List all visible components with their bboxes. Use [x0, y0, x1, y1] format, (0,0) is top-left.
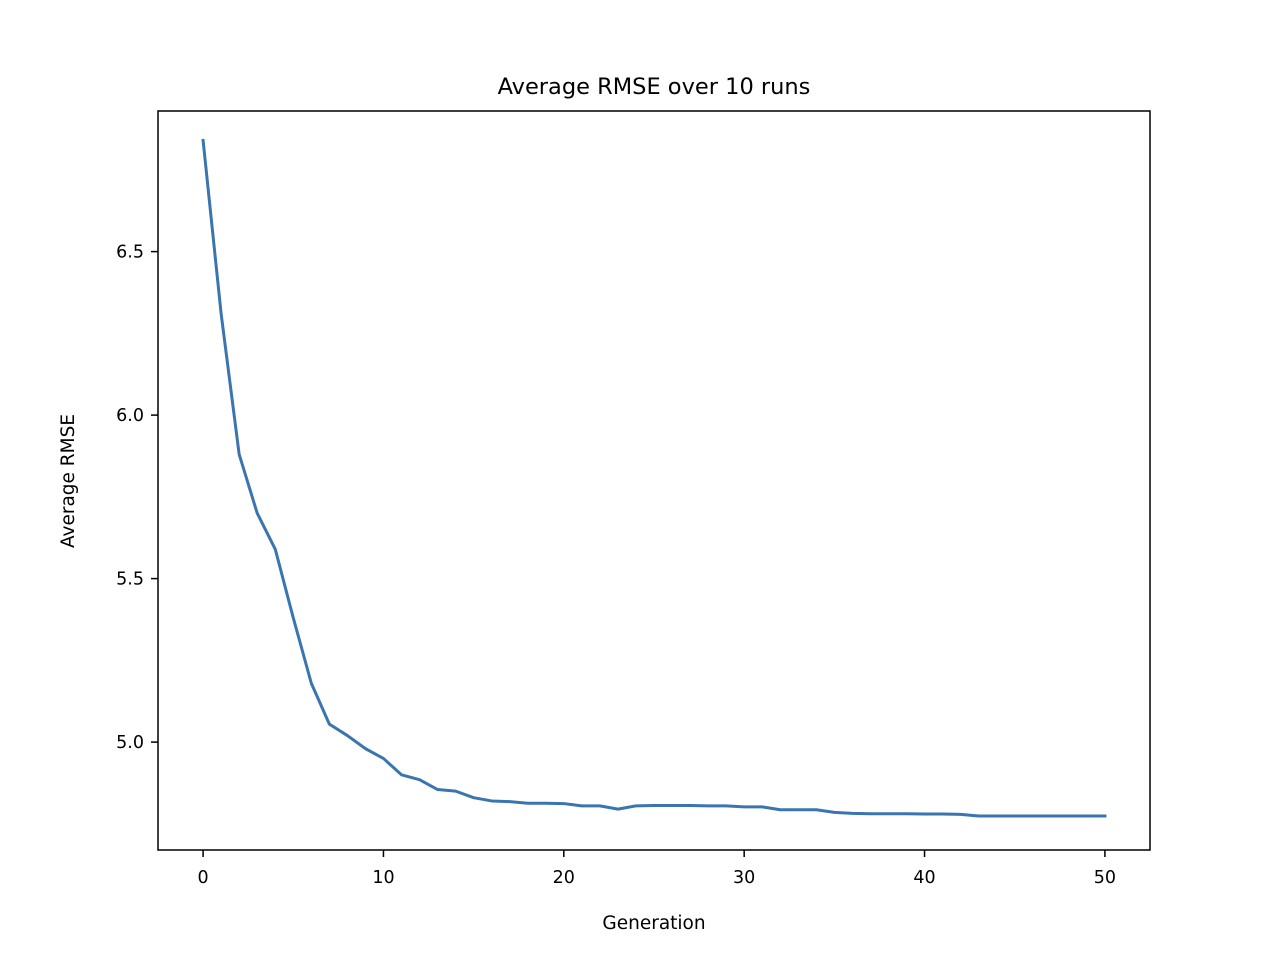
x-axis-label: Generation: [602, 913, 705, 934]
x-tick-label: 30: [733, 868, 755, 888]
y-tick-label: 5.0: [116, 733, 144, 753]
x-tick-label: 40: [913, 868, 935, 888]
y-tick-label: 6.5: [116, 243, 144, 263]
x-tick-label: 0: [198, 868, 209, 888]
x-tick-label: 50: [1094, 868, 1116, 888]
x-tick-label: 10: [372, 868, 394, 888]
plot-frame: [157, 110, 1151, 851]
y-axis-label: Average RMSE: [58, 414, 79, 548]
chart-title: Average RMSE over 10 runs: [498, 74, 811, 100]
x-axis: 0 10 20 30 40 50: [198, 850, 1116, 888]
series-line: [201, 138, 1107, 818]
plot-area: [157, 110, 1151, 851]
x-tick-label: 20: [553, 868, 575, 888]
y-tick-label: 5.5: [116, 570, 144, 590]
y-axis: 5.0 5.5 6.0 6.5: [116, 243, 158, 753]
y-tick-label: 6.0: [116, 406, 144, 426]
